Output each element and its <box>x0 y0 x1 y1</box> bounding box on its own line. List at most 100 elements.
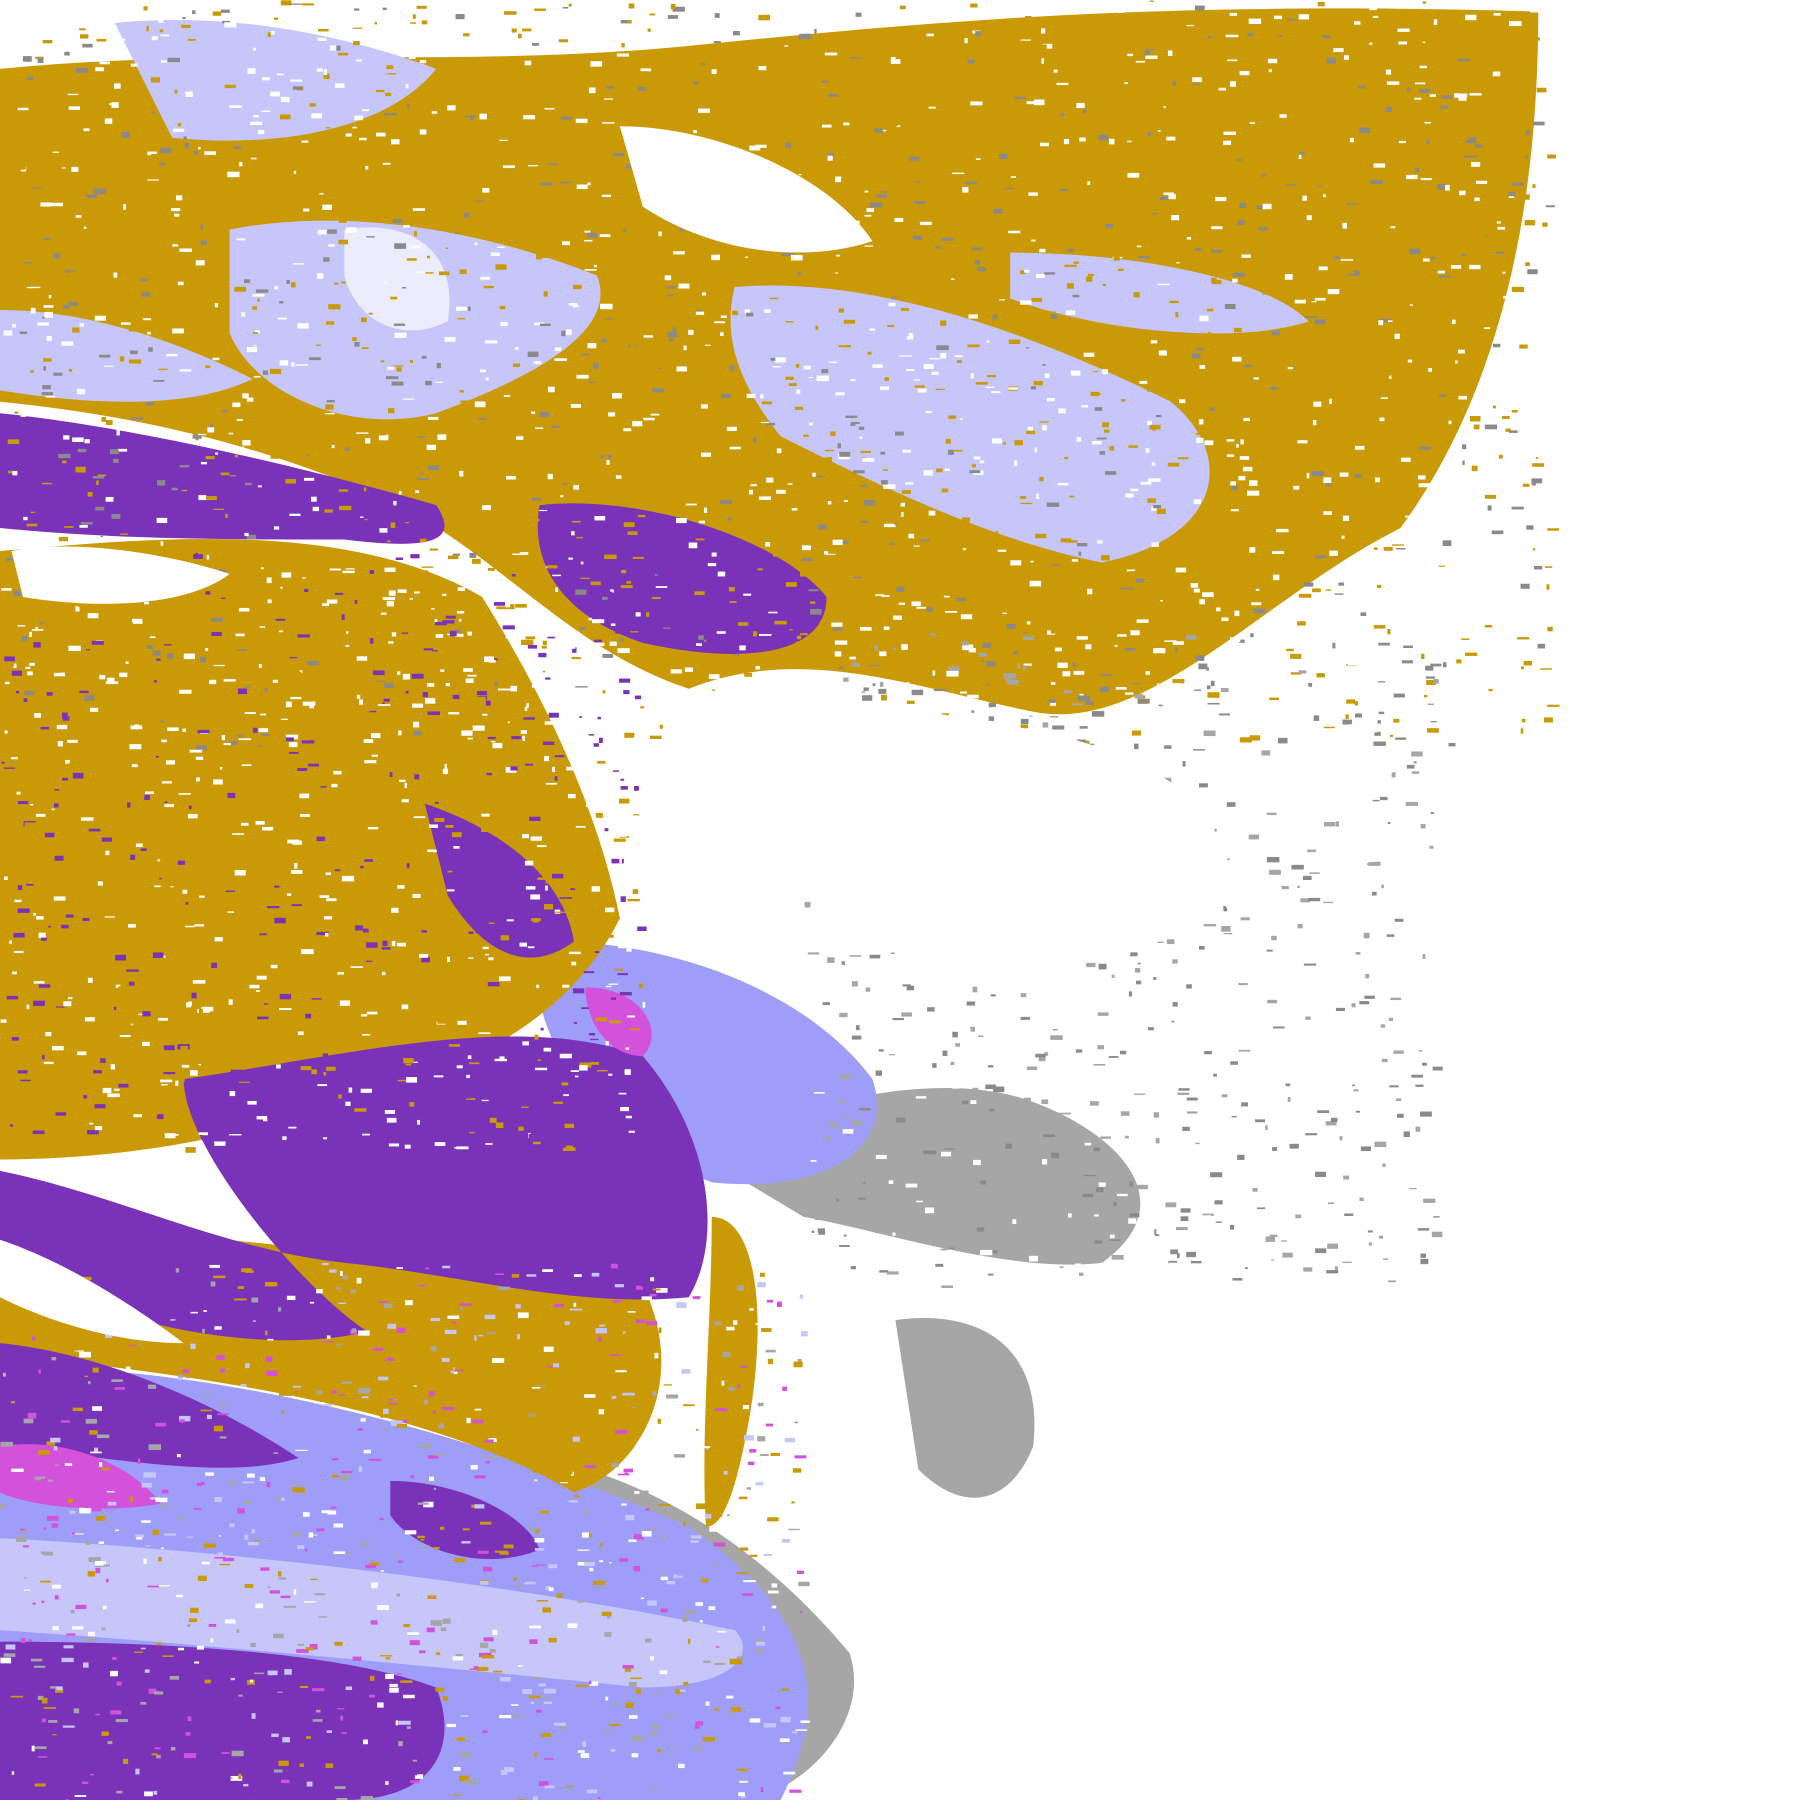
speckle <box>936 468 943 473</box>
speckle <box>53 253 61 259</box>
speckle <box>5 1644 16 1650</box>
speckle <box>0 1503 6 1509</box>
speckle <box>619 836 630 838</box>
speckle <box>465 678 474 683</box>
speckle <box>44 832 55 838</box>
speckle <box>767 1517 779 1522</box>
speckle <box>582 1510 588 1516</box>
speckle <box>346 1377 357 1380</box>
speckle <box>52 1584 61 1589</box>
speckle <box>604 554 617 559</box>
speckle <box>107 951 118 955</box>
speckle <box>1425 676 1435 679</box>
speckle <box>599 234 611 238</box>
speckle <box>630 1677 642 1680</box>
speckle <box>780 1716 791 1723</box>
speckle <box>940 1151 952 1157</box>
speckle <box>381 971 386 976</box>
speckle <box>654 100 659 105</box>
speckle <box>1539 82 1548 84</box>
speckle <box>541 1698 553 1700</box>
speckle <box>999 153 1008 159</box>
speckle <box>1345 878 1355 883</box>
speckle <box>228 432 234 435</box>
speckle <box>23 516 28 521</box>
speckle <box>1193 499 1201 505</box>
speckle <box>302 697 305 701</box>
speckle <box>659 1572 665 1574</box>
speckle <box>592 1133 598 1138</box>
speckle <box>536 905 549 910</box>
speckle <box>972 464 976 468</box>
speckle <box>702 278 706 281</box>
speckle <box>58 453 71 459</box>
speckle <box>116 1790 123 1794</box>
speckle <box>329 1269 337 1273</box>
speckle <box>745 256 748 259</box>
speckle <box>369 648 373 655</box>
speckle <box>13 663 17 668</box>
speckle <box>427 416 439 420</box>
speckle <box>1498 243 1505 248</box>
speckle <box>588 855 592 858</box>
speckle <box>1273 574 1280 581</box>
speckle <box>425 272 434 274</box>
speckle <box>1405 801 1419 806</box>
speckle <box>510 604 515 610</box>
speckle <box>430 1345 437 1352</box>
speckle <box>316 668 324 673</box>
speckle <box>1531 257 1540 261</box>
speckle <box>126 94 136 96</box>
speckle <box>1125 333 1139 340</box>
speckle <box>602 122 615 124</box>
speckle <box>646 70 660 74</box>
speckle <box>1433 679 1439 684</box>
speckle <box>1502 271 1506 274</box>
speckle <box>280 1779 290 1784</box>
speckle <box>242 1481 255 1484</box>
speckle <box>1334 593 1344 595</box>
speckle <box>552 1609 562 1612</box>
speckle <box>579 181 584 184</box>
speckle <box>1158 704 1163 707</box>
speckle <box>601 338 607 343</box>
speckle <box>492 691 505 695</box>
speckle <box>425 1267 430 1270</box>
speckle <box>1211 226 1223 230</box>
speckle <box>1238 639 1245 643</box>
speckle <box>604 212 615 217</box>
speckle <box>472 725 485 731</box>
speckle <box>1157 129 1161 132</box>
speckle <box>44 636 56 642</box>
speckle <box>1474 106 1481 113</box>
speckle <box>539 412 550 417</box>
speckle <box>700 404 708 409</box>
speckle <box>418 1650 426 1654</box>
speckle <box>816 375 829 382</box>
speckle <box>1101 555 1110 561</box>
speckle <box>360 317 367 323</box>
speckle <box>928 106 936 109</box>
speckle <box>925 1185 936 1191</box>
speckle <box>156 1115 162 1119</box>
speckle <box>388 641 394 644</box>
speckle <box>534 322 545 326</box>
speckle <box>518 33 522 39</box>
speckle <box>4 730 8 734</box>
speckle <box>156 1061 167 1065</box>
speckle <box>1544 566 1553 568</box>
speckle <box>1167 728 1173 734</box>
speckle <box>93 764 98 771</box>
speckle <box>275 911 287 917</box>
speckle <box>801 545 811 551</box>
speckle <box>669 1748 674 1752</box>
speckle <box>63 435 70 440</box>
speckle <box>513 1397 522 1399</box>
speckle <box>575 1684 587 1687</box>
speckle <box>320 786 327 788</box>
speckle <box>155 1497 168 1503</box>
speckle <box>1315 1171 1326 1177</box>
speckle <box>421 355 427 359</box>
speckle <box>1340 259 1354 261</box>
speckle <box>1419 88 1431 93</box>
